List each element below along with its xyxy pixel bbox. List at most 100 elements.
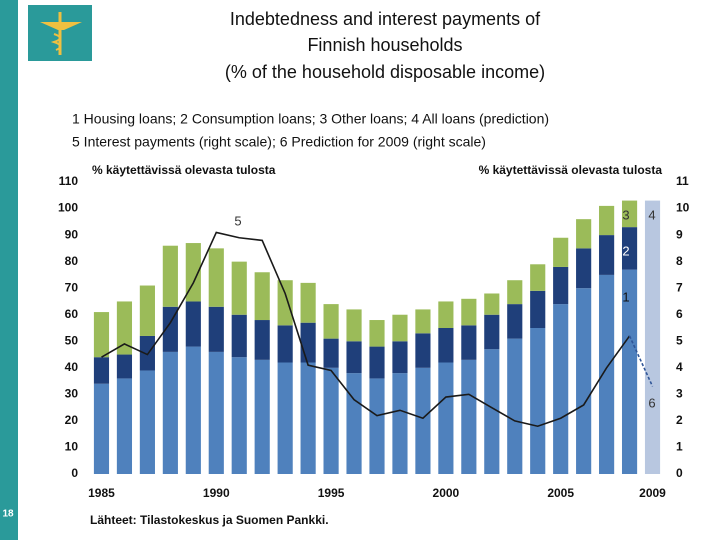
series-label: 3 (622, 207, 629, 222)
bar (621, 200, 638, 228)
bar (369, 320, 385, 347)
bar (162, 306, 178, 352)
bar (438, 362, 454, 474)
y-tick-label: 100 (58, 201, 78, 215)
bar (599, 274, 615, 474)
bar (369, 346, 385, 379)
bar (162, 351, 178, 474)
series-label: 5 (234, 213, 241, 228)
series-label: 1 (622, 289, 629, 304)
y-tick-label: 80 (65, 254, 79, 268)
bar (507, 338, 523, 474)
bar (621, 227, 638, 270)
bar (185, 346, 201, 474)
side-strip (0, 0, 18, 540)
y2-tick-label: 1 (676, 440, 683, 454)
bar (461, 298, 477, 326)
bar (484, 314, 500, 350)
source: Lähteet: Tilastokeskus ja Suomen Pankki. (90, 513, 329, 527)
y2-tick-label: 10 (676, 201, 690, 215)
bar (208, 351, 224, 474)
bar (300, 322, 316, 363)
bar (208, 306, 224, 352)
bar (346, 309, 362, 342)
bar (162, 245, 178, 307)
bar (621, 269, 638, 474)
y2-tick-label: 4 (676, 360, 683, 374)
page-number: 18 (2, 509, 14, 520)
y-tick-label: 40 (65, 360, 79, 374)
bar (530, 264, 546, 291)
bar (599, 235, 615, 275)
bar (185, 301, 201, 347)
bar (438, 328, 454, 363)
y2-axis-title: % käytettävissä olevasta tulosta (479, 163, 663, 177)
series-label: 6 (648, 395, 655, 410)
bar (300, 362, 316, 474)
bar (277, 280, 293, 326)
bar (116, 354, 133, 379)
bar (93, 312, 110, 358)
x-tick-label: 2000 (433, 486, 460, 500)
y-tick-label: 50 (65, 333, 79, 347)
bar (576, 288, 592, 474)
chart-title: Finnish households (307, 35, 462, 55)
bar (93, 383, 110, 474)
y-axis-title: % käytettävissä olevasta tulosta (92, 163, 276, 177)
y2-tick-label: 9 (676, 227, 683, 241)
x-tick-label: 1990 (203, 486, 230, 500)
bar (553, 266, 569, 305)
bar (116, 301, 133, 355)
legend-text: 1 Housing loans; 2 Consumption loans; 3 … (72, 111, 549, 127)
bar (277, 325, 293, 363)
bar (300, 282, 316, 323)
bar (599, 205, 615, 236)
bar (415, 367, 431, 474)
y-tick-label: 110 (59, 174, 79, 188)
bar (461, 359, 477, 474)
y-tick-label: 90 (65, 227, 79, 241)
x-tick-label: 1985 (88, 486, 115, 500)
bar (484, 293, 500, 315)
bar (530, 328, 546, 474)
bar (277, 362, 293, 474)
series-label: 4 (648, 207, 655, 222)
bar (415, 333, 431, 368)
bar (231, 261, 247, 315)
chart-title: Indebtedness and interest payments of (230, 9, 541, 29)
chart-title: (% of the household disposable income) (225, 62, 545, 82)
line (628, 335, 654, 387)
x-tick-label: 2005 (547, 486, 574, 500)
y2-tick-label: 11 (676, 174, 689, 188)
bar (392, 341, 408, 374)
y2-tick-label: 8 (676, 254, 683, 268)
x-tick-label: 1995 (318, 486, 345, 500)
logo (28, 5, 92, 61)
bar (461, 325, 477, 360)
bar (346, 341, 362, 374)
bar (392, 314, 408, 342)
bar (553, 237, 569, 267)
y-tick-label: 10 (65, 440, 79, 454)
bar (507, 280, 523, 305)
y2-tick-label: 5 (676, 333, 683, 347)
series-label: 2 (622, 243, 629, 258)
y2-tick-label: 2 (676, 413, 683, 427)
y-tick-label: 0 (71, 466, 78, 480)
bar (392, 373, 408, 474)
bar (208, 248, 224, 307)
bar (254, 359, 270, 474)
bar (530, 290, 546, 328)
bar (323, 304, 339, 339)
line (101, 231, 631, 428)
bar (323, 367, 339, 474)
bar (415, 309, 431, 334)
bar (254, 320, 270, 360)
bar (576, 248, 592, 289)
y-tick-label: 20 (65, 413, 79, 427)
y-tick-label: 70 (65, 280, 79, 294)
bar (116, 378, 133, 474)
bar (346, 373, 362, 474)
y2-tick-label: 6 (676, 307, 683, 321)
